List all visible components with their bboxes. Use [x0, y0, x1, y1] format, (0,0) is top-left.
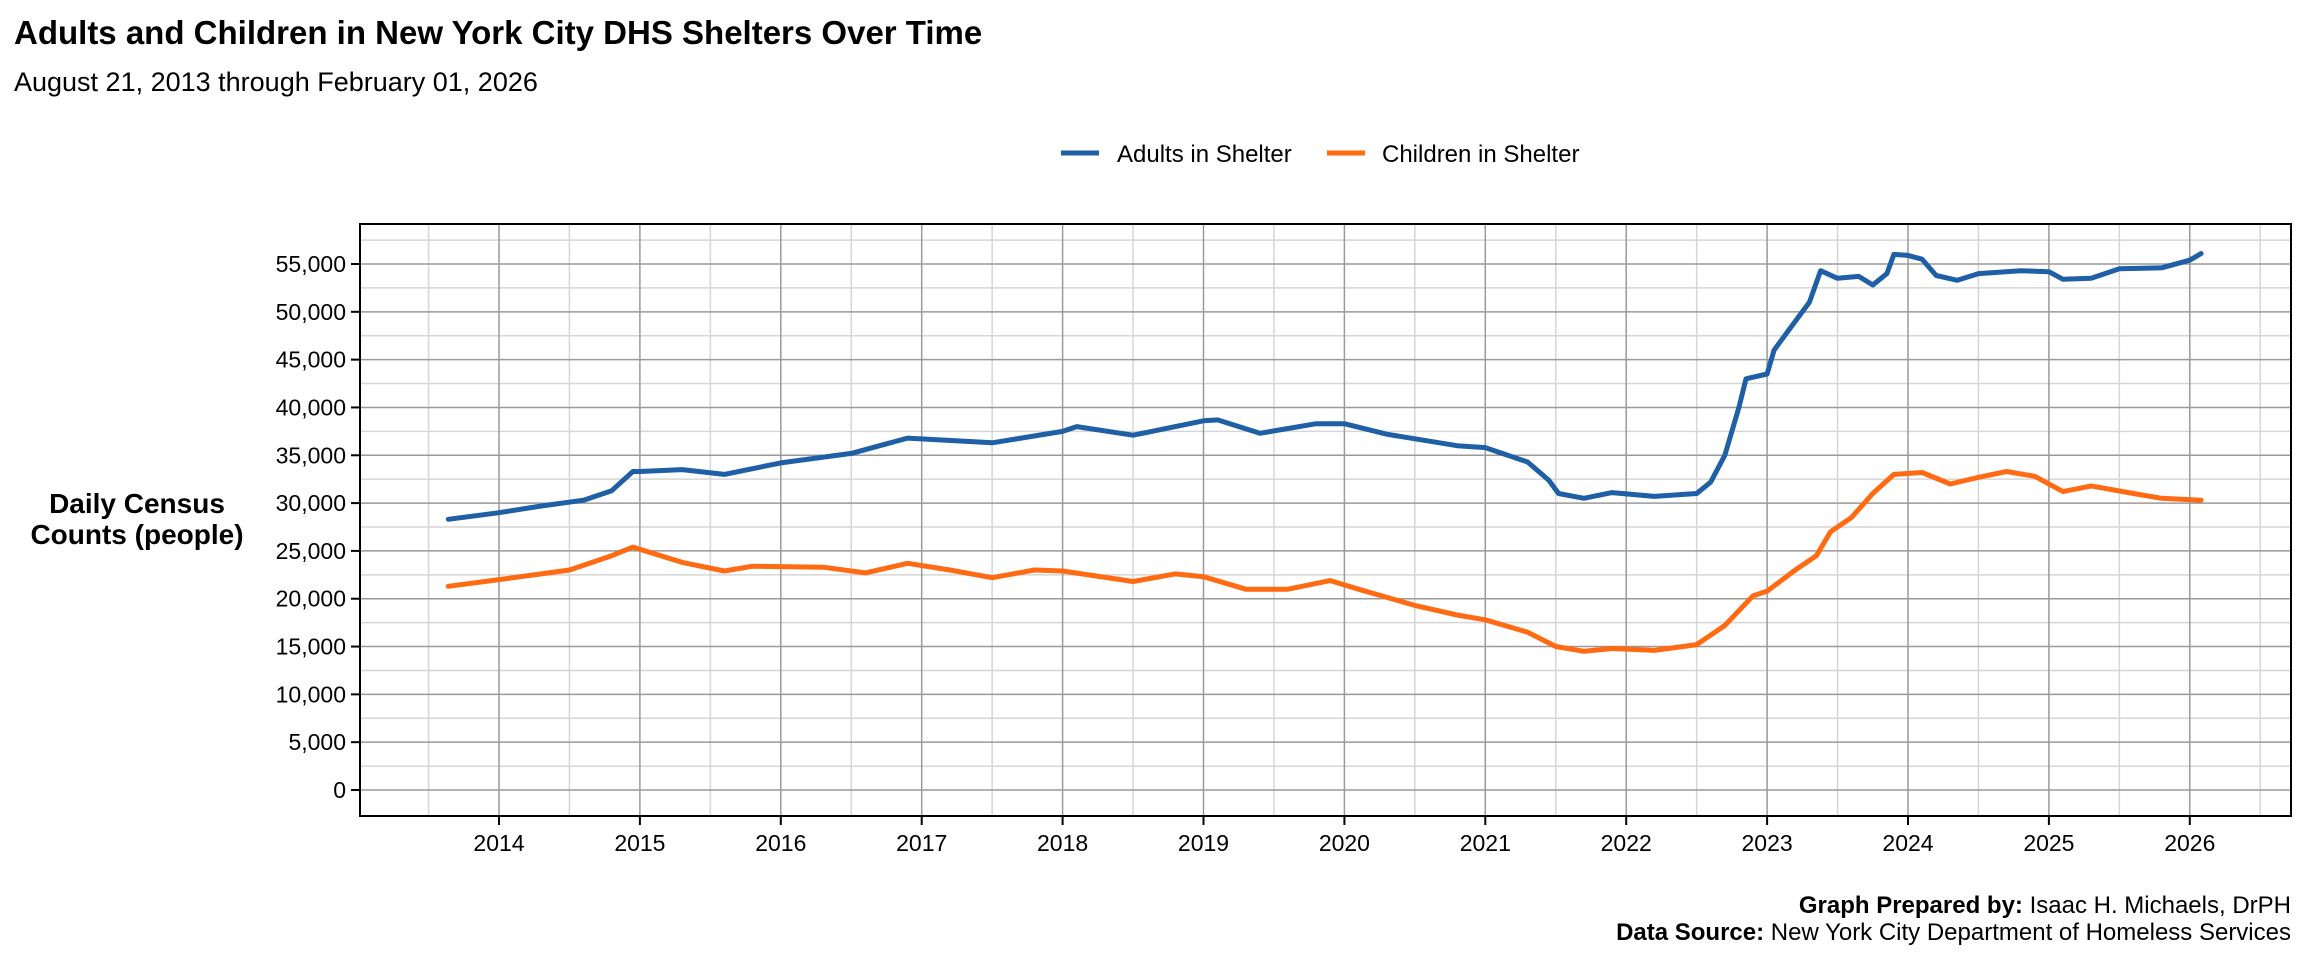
x-tick-label: 2018: [1037, 830, 1088, 856]
caption-prepared-label: Graph Prepared by:: [1799, 892, 2023, 919]
plot-panel-border: [359, 223, 2292, 817]
x-tick-label: 2014: [473, 830, 524, 856]
y-tick-label: 45,000: [276, 347, 346, 373]
caption-prepared-value: Isaac H. Michaels, DrPH: [2023, 892, 2291, 919]
x-tick-label: 2017: [896, 830, 947, 856]
y-tick-label: 55,000: [276, 251, 346, 277]
chart-title: Adults and Children in New York City DHS…: [14, 14, 982, 51]
series-line-children: [445, 469, 2204, 654]
y-tick-label: 30,000: [276, 490, 346, 516]
x-tick-label: 2015: [614, 830, 665, 856]
caption-source-value: New York City Department of Homeless Ser…: [1764, 919, 2291, 946]
x-tick-label: 2021: [1460, 830, 1511, 856]
chart-subtitle: August 21, 2013 through February 01, 202…: [14, 67, 538, 97]
x-tick-label: 2024: [1882, 830, 1933, 856]
caption-prepared-by: Graph Prepared by: Isaac H. Michaels, Dr…: [1799, 892, 2291, 919]
y-tick-label: 10,000: [276, 681, 346, 707]
y-axis: 0 5,000 10,000 15,000 20,000 25,000 30,000 35,0…: [276, 251, 360, 803]
series-line-adults: [445, 251, 2204, 522]
y-axis-title-line1: Daily Census: [49, 488, 225, 519]
y-tick-label: 40,000: [276, 394, 346, 420]
y-tick-label: 25,000: [276, 538, 346, 564]
x-tick-label: 2025: [2023, 830, 2074, 856]
x-tick-label: 2022: [1601, 830, 1652, 856]
y-tick-label: 35,000: [276, 442, 346, 468]
y-tick-label: 50,000: [276, 299, 346, 325]
y-axis-title-line2: Counts (people): [30, 519, 243, 550]
legend-label-adults: Adults in Shelter: [1117, 141, 1292, 168]
x-axis: 2014 2015 2016 2017 2018 2019 2020 2021 2022 2023…: [473, 816, 2215, 856]
caption-source-label: Data Source:: [1616, 919, 1764, 946]
y-tick-label: 5,000: [288, 729, 346, 755]
legend-label-children: Children in Shelter: [1382, 141, 1579, 168]
series-lines: [445, 251, 2204, 654]
y-tick-label: 20,000: [276, 586, 346, 612]
x-tick-label: 2016: [755, 830, 806, 856]
caption-data-source: Data Source: New York City Department of…: [1616, 919, 2291, 946]
y-tick-label: 0: [333, 777, 346, 803]
grid: [360, 224, 2291, 816]
legend: Adults in Shelter Children in Shelter: [1061, 141, 1579, 168]
x-tick-label: 2023: [1742, 830, 1793, 856]
y-tick-label: 15,000: [276, 634, 346, 660]
x-tick-label: 2019: [1178, 830, 1229, 856]
x-tick-label: 2020: [1319, 830, 1370, 856]
x-tick-label: 2026: [2164, 830, 2215, 856]
